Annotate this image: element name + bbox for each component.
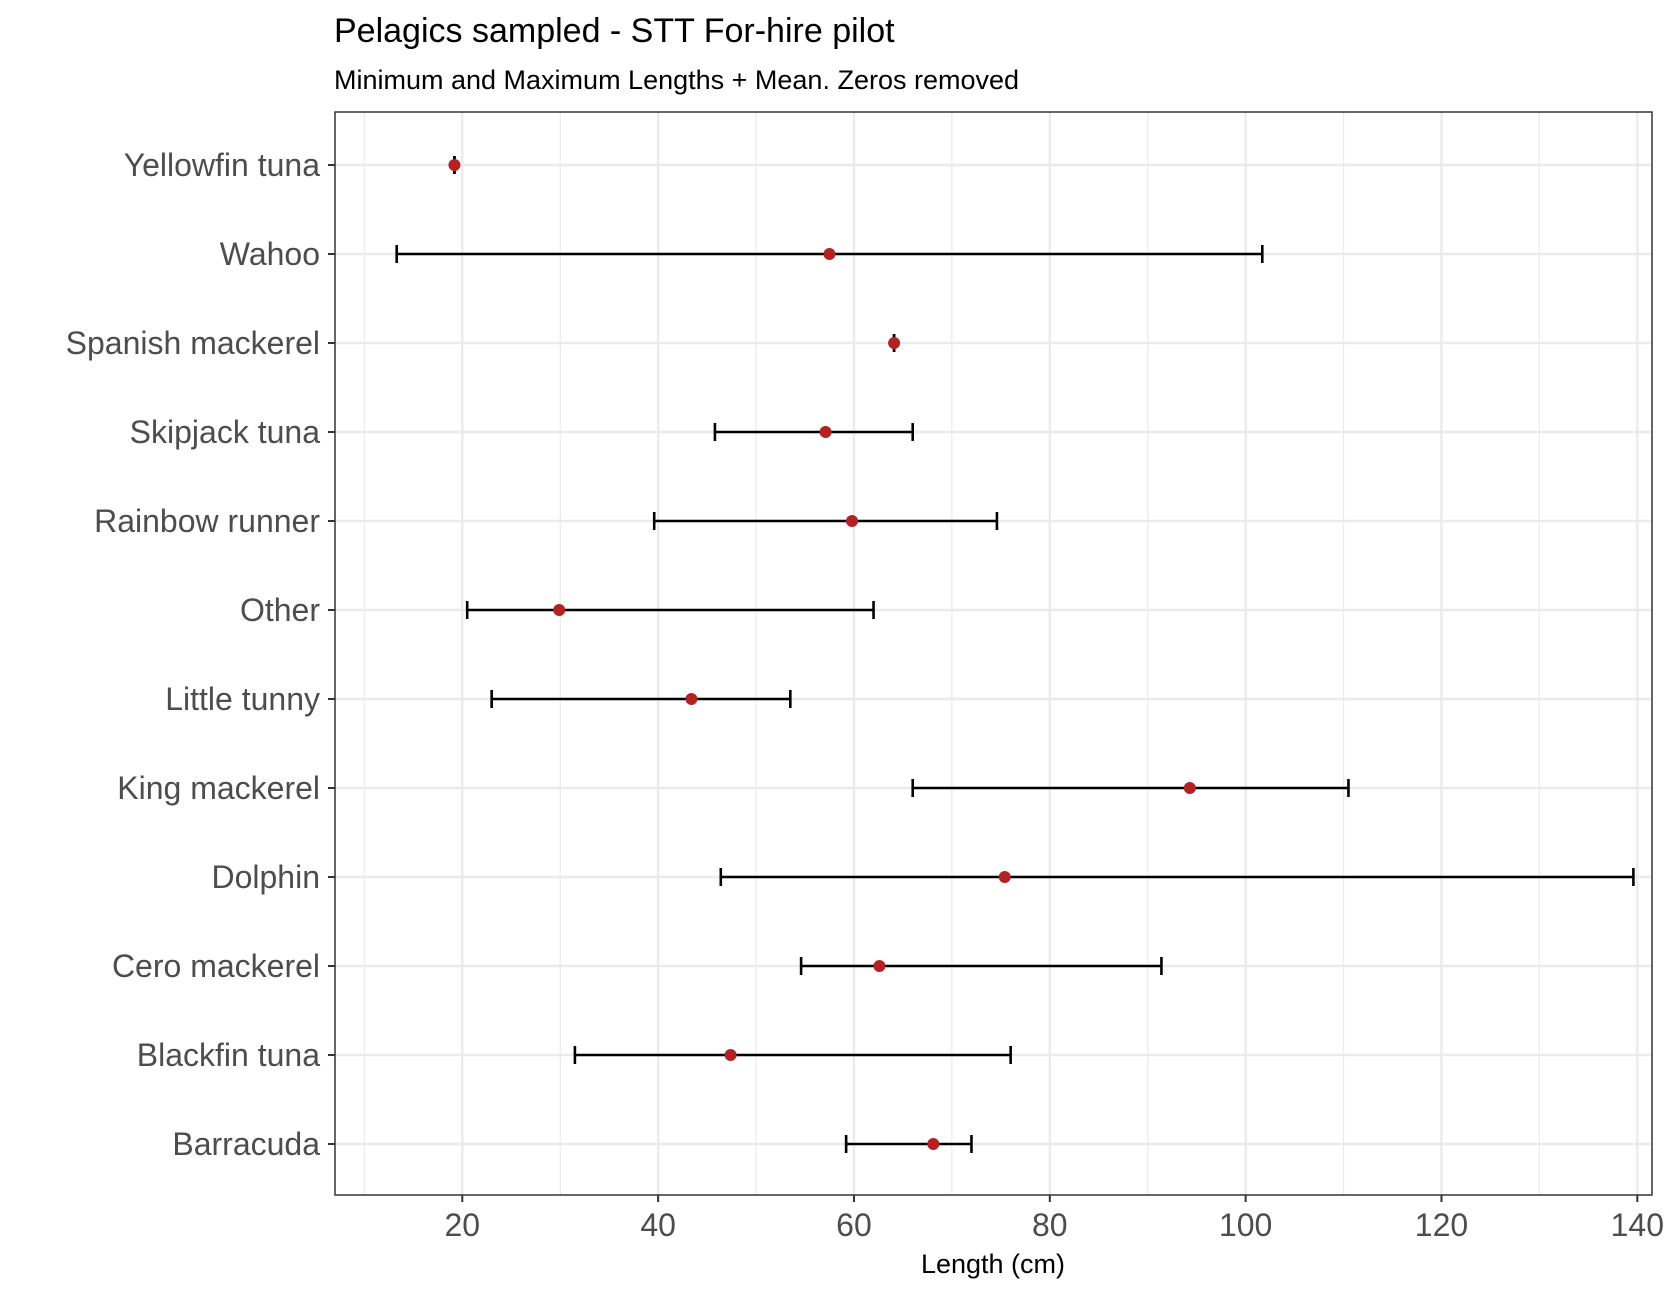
errorbar-other (465, 601, 875, 619)
x-tick-label: 40 (640, 1207, 676, 1243)
errorbar-yellowfin-tuna (448, 156, 461, 174)
chart-title: Pelagics sampled - STT For-hire pilot (334, 12, 895, 50)
y-tick-label: Little tunny (165, 681, 320, 717)
mean-point (927, 1138, 940, 1150)
chart-subtitle: Minimum and Maximum Lengths + Mean. Zero… (334, 65, 1019, 95)
chart-marks (395, 156, 1635, 1153)
mean-point (823, 248, 836, 260)
x-axis-label: Length (cm) (921, 1249, 1065, 1279)
x-tick-label: 20 (444, 1207, 480, 1243)
mean-point (998, 871, 1011, 883)
errorbar-king-mackerel (911, 779, 1350, 797)
mean-point (685, 693, 698, 705)
mean-point (819, 426, 832, 438)
mean-point (1183, 782, 1196, 794)
y-tick-label: Other (240, 592, 320, 628)
errorbar-skipjack-tuna (713, 423, 915, 441)
y-tick-label: Wahoo (220, 236, 320, 272)
errorbar-spanish-mackerel (888, 334, 901, 352)
errorbar-cero-mackerel (799, 957, 1163, 975)
errorbar-little-tunny (490, 690, 792, 708)
mean-point (846, 515, 859, 527)
mean-point (448, 159, 461, 171)
plot-panel (335, 112, 1652, 1195)
errorbar-wahoo (395, 245, 1264, 263)
y-tick-label: Barracuda (172, 1126, 320, 1162)
y-tick-label: Skipjack tuna (130, 414, 321, 450)
x-tick-label: 100 (1219, 1207, 1272, 1243)
mean-point (553, 604, 566, 616)
y-tick-label: Dolphin (211, 859, 320, 895)
plot-border (334, 111, 1653, 1196)
y-tick-label: Spanish mackerel (66, 325, 320, 361)
y-tick-label: King mackerel (117, 770, 320, 806)
y-tick-label: Blackfin tuna (137, 1037, 320, 1073)
x-tick-label: 60 (836, 1207, 872, 1243)
y-tick-label: Rainbow runner (94, 503, 320, 539)
mean-point (873, 960, 886, 972)
errorbar-rainbow-runner (652, 512, 999, 530)
errorbar-barracuda (844, 1135, 973, 1153)
x-tick-label: 120 (1415, 1207, 1468, 1243)
x-tick-label: 140 (1611, 1207, 1664, 1243)
y-axis: Yellowfin tuna Wahoo Spanish mackerel Skipj… (66, 147, 335, 1162)
mean-point (888, 337, 901, 349)
errorbar-blackfin-tuna (573, 1046, 1012, 1064)
x-tick-label: 80 (1032, 1207, 1068, 1243)
grid-minor (363, 112, 1540, 1195)
x-axis: 20 40 60 80 100 120 140 (444, 1195, 1664, 1243)
mean-point (724, 1049, 737, 1061)
errorbar-dolphin (719, 868, 1635, 886)
y-tick-label: Yellowfin tuna (124, 147, 321, 183)
y-tick-label: Cero mackerel (112, 948, 320, 984)
